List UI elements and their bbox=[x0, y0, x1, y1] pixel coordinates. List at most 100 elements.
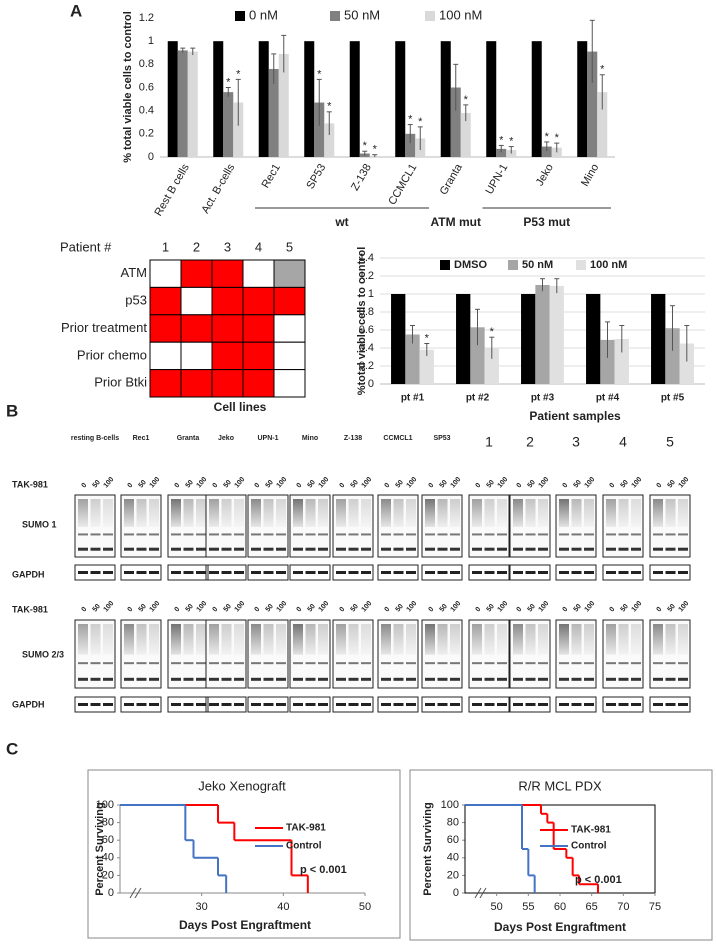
table-cell bbox=[211, 286, 244, 316]
gapdh-band bbox=[136, 571, 147, 574]
lane-label: SP53 bbox=[433, 435, 450, 442]
table-column: 5 bbox=[286, 239, 293, 254]
bar bbox=[324, 123, 335, 157]
blot-band bbox=[251, 547, 261, 551]
gapdh-box bbox=[120, 696, 162, 713]
significance-marker: * bbox=[600, 64, 605, 76]
blot-smear bbox=[584, 624, 594, 655]
blot-smear bbox=[183, 624, 194, 655]
blot-smear bbox=[209, 624, 219, 655]
blot-smear bbox=[678, 499, 688, 527]
axis-break bbox=[479, 887, 487, 899]
dose-label: 50 bbox=[350, 603, 360, 614]
dose-label: 0 bbox=[609, 482, 617, 490]
blot-smear bbox=[484, 499, 495, 527]
table-cell bbox=[180, 259, 213, 288]
bar bbox=[549, 285, 564, 384]
bar bbox=[651, 294, 666, 384]
blot-smear bbox=[276, 499, 286, 527]
blot-smear bbox=[103, 499, 113, 527]
lane-label: Z-138 bbox=[344, 435, 362, 442]
blot-band bbox=[513, 662, 523, 665]
gapdh-band bbox=[183, 571, 194, 574]
blot-band bbox=[103, 662, 113, 665]
axis-break bbox=[474, 887, 482, 899]
gapdh-band bbox=[171, 703, 181, 706]
y-axis-label: Percent Surviving bbox=[94, 802, 106, 896]
gapdh-band bbox=[348, 571, 359, 574]
bar bbox=[395, 41, 406, 157]
blot-band bbox=[631, 662, 641, 665]
blot-band bbox=[209, 533, 219, 536]
blot-band bbox=[305, 547, 316, 551]
dose-label: 0 bbox=[475, 482, 483, 490]
blot-band bbox=[293, 677, 303, 681]
gapdh-band bbox=[631, 571, 641, 574]
dose-label: 100 bbox=[276, 600, 289, 614]
y-tick-label: 0 bbox=[368, 378, 374, 390]
dose-label: 50 bbox=[185, 479, 195, 490]
y-tick-label: 0.8 bbox=[139, 58, 154, 70]
dose-label: 0 bbox=[656, 482, 664, 490]
blot-band bbox=[149, 547, 159, 551]
blot-band bbox=[103, 547, 113, 551]
blot-smear bbox=[103, 624, 113, 655]
gapdh-band bbox=[263, 703, 274, 706]
dose-label: 50 bbox=[395, 479, 405, 490]
blot-band bbox=[653, 547, 663, 551]
legend-label: 0 nM bbox=[249, 7, 278, 22]
blot-band bbox=[665, 547, 676, 551]
dose-label: 100 bbox=[538, 600, 551, 614]
x-tick-label: Z-138 bbox=[349, 162, 374, 193]
x-tick-label: 65 bbox=[586, 901, 598, 913]
blot-band bbox=[276, 677, 286, 681]
blot-smear bbox=[276, 624, 286, 655]
blot-band bbox=[336, 547, 346, 551]
bar bbox=[405, 334, 420, 384]
blot-smear bbox=[497, 624, 507, 655]
blot-smear bbox=[361, 624, 371, 655]
x-tick-label: pt #1 bbox=[401, 393, 425, 404]
gapdh-band bbox=[336, 571, 346, 574]
blot-band bbox=[196, 677, 206, 681]
gapdh-band bbox=[484, 571, 495, 574]
blot-band bbox=[149, 533, 159, 536]
dose-label: 50 bbox=[527, 479, 537, 490]
bar bbox=[470, 327, 485, 384]
dose-label: 100 bbox=[196, 476, 209, 490]
gapdh-band bbox=[513, 703, 523, 706]
blot-band bbox=[571, 533, 582, 536]
gapdh-box bbox=[74, 696, 116, 713]
blot-smear bbox=[348, 499, 359, 527]
gapdh-box bbox=[74, 564, 116, 581]
gapdh-box bbox=[289, 696, 331, 713]
gapdh-band bbox=[559, 571, 569, 574]
gapdh-band bbox=[497, 703, 507, 706]
blot-smear bbox=[525, 499, 536, 527]
blot-row-label: GAPDH bbox=[12, 569, 45, 579]
blot-smear bbox=[234, 499, 244, 527]
blot-band bbox=[472, 662, 482, 665]
blot-smear bbox=[665, 624, 676, 655]
blot-smear bbox=[425, 499, 435, 527]
significance-marker: * bbox=[373, 144, 378, 156]
blot-band bbox=[124, 547, 134, 551]
blot-row-label: TAK-981 bbox=[12, 604, 48, 614]
legend-label: 50 nM bbox=[522, 259, 553, 271]
blot-smear bbox=[437, 499, 448, 527]
dose-label: 100 bbox=[361, 600, 374, 614]
lane-label: Jeko bbox=[218, 435, 234, 442]
dose-label: 100 bbox=[497, 600, 510, 614]
gapdh-band bbox=[171, 571, 181, 574]
blot-band bbox=[136, 533, 147, 536]
bar bbox=[223, 92, 234, 157]
significance-marker: * bbox=[363, 140, 368, 152]
blot-band bbox=[538, 547, 548, 551]
table-cell bbox=[211, 369, 244, 398]
y-tick-label: 100 bbox=[96, 799, 114, 811]
legend-swatch bbox=[330, 11, 340, 21]
annotation: p < 0.001 bbox=[300, 864, 347, 876]
dose-label: 100 bbox=[318, 476, 331, 490]
blot-band bbox=[425, 662, 435, 665]
dose-label: 50 bbox=[138, 479, 148, 490]
